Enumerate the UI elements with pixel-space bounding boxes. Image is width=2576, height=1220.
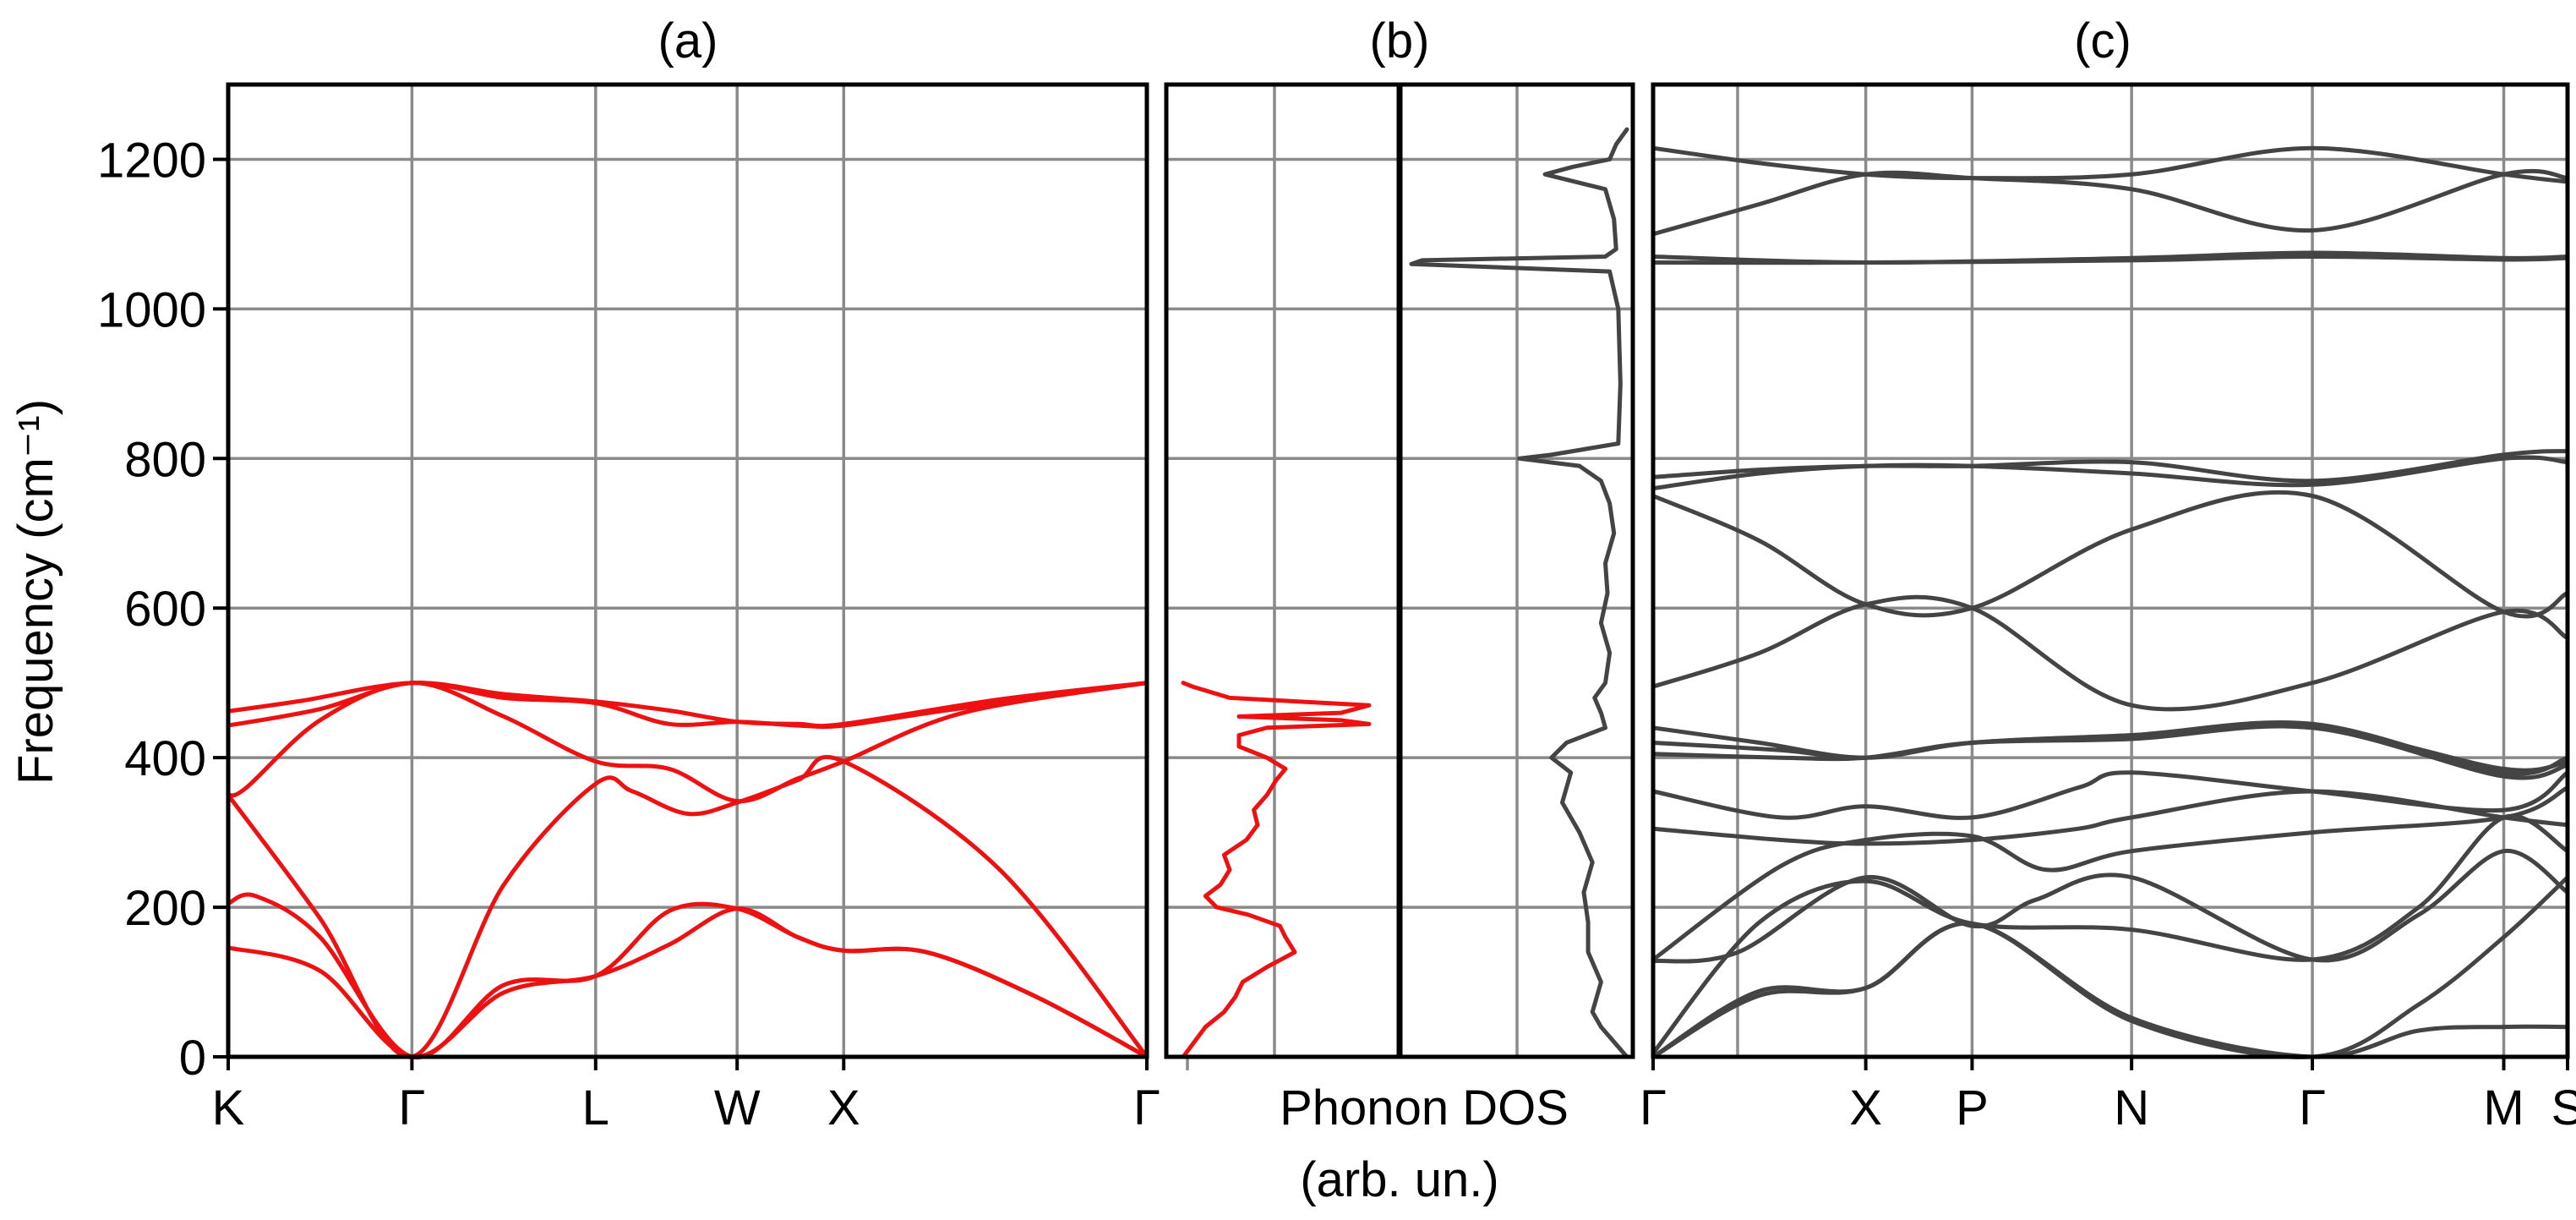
y-tick-label: 0 [179,1031,206,1086]
panel-a-x-tick-label: L [582,1080,609,1135]
y-tick-labels: 0 200 400 600 800 1000 1200 [97,133,228,1086]
y-tick-label: 600 [124,582,206,637]
panel-a-branch-3 [226,754,1149,1059]
panel-c-x-tick-label: P [1956,1080,1989,1135]
y-tick-label: 800 [124,432,206,487]
panel-c-band-18 [1651,145,2570,184]
panel-a-branch-6 [226,681,1149,729]
panel-a-branch-2 [226,892,1149,1060]
panel-c-frame [1651,82,2570,1059]
y-tick-label: 200 [124,881,206,936]
panel-c-band-3 [1651,813,2570,1056]
panel-c-x-tick-label: S [2551,1080,2576,1135]
y-tick-label: 1000 [97,282,206,337]
panel-c-dispersion [1651,145,2570,1059]
panel-c-x-tick-label: Γ [1640,1080,1667,1135]
panel-c-x-tick-label: Γ [2299,1080,2326,1135]
panel-c-x-tick-label: X [1849,1080,1882,1135]
panel-a-label: (a) [658,14,718,68]
y-tick-label: 1200 [97,133,206,188]
panel-a-x-tick-label: Γ [1133,1080,1160,1135]
panel-c-band-4 [1651,849,2570,964]
panel-a-x-tick-label: X [827,1080,860,1135]
panel-c-band-2 [1651,875,2570,1059]
panel-c-band-7 [1651,770,2570,820]
panel-c-band-8 [1651,724,2570,780]
panel-c-band-14 [1651,449,2570,484]
panel-c-x-tick-label: M [2483,1080,2524,1135]
y-axis-title: Frequency (cm⁻¹) [8,399,63,785]
panel-c-x-tick-label: N [2114,1080,2149,1135]
y-tick-label: 400 [124,731,206,786]
panel-a-x-tick-label: K [212,1080,245,1135]
panel-a-x-tick-label: W [714,1080,761,1135]
panel-a-dispersion [226,681,1149,1060]
panel-b-xlabel-units: (arb. un.) [1300,1152,1498,1207]
panel-c-band-11 [1651,594,2570,712]
dos-red-curve [1181,681,1372,1059]
panel-c-band-16 [1651,250,2570,265]
dos-gray-curve [1409,127,1629,1059]
panel-c-band-12 [1651,490,2570,619]
panel-a-frame [226,82,1149,1059]
panel-a-grid [228,85,1147,1057]
panel-c-grid [1653,85,2568,1057]
panel-c-band-5 [1651,785,2570,962]
panel-a-branch-4 [226,681,1149,804]
panel-c-band-1 [1651,921,2570,1059]
panel-a-x-tick-label: Γ [398,1080,425,1135]
panel-c-band-17 [1651,168,2570,237]
panel-c-band-10 [1651,720,2570,776]
panel-b-label: (b) [1370,14,1430,68]
panel-b-xlabel: Phonon DOS [1280,1080,1569,1135]
panel-c-band-13 [1651,455,2570,491]
panel-b-dos [1181,127,1629,1059]
panel-c-label: (c) [2074,14,2131,68]
